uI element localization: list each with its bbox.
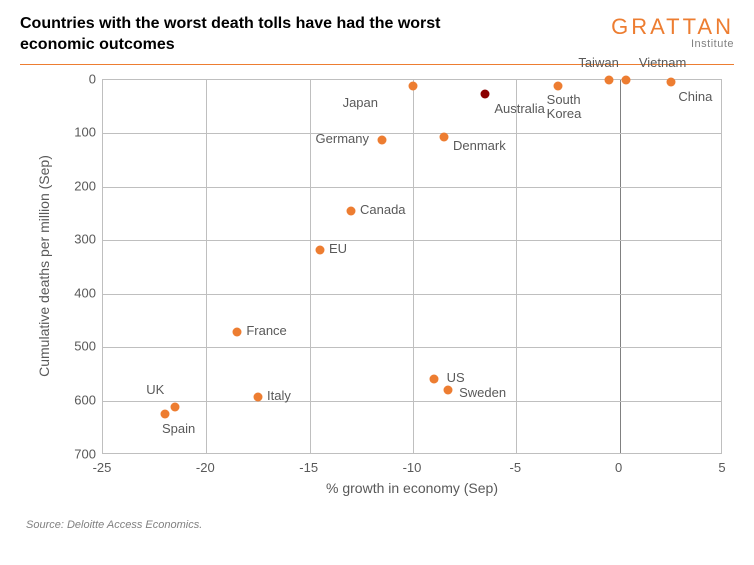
gridline-h [103, 187, 721, 188]
data-point [171, 403, 180, 412]
data-point [440, 133, 449, 142]
x-tick-label: 0 [615, 460, 622, 475]
x-tick-label: -25 [93, 460, 112, 475]
y-tick-label: 400 [66, 285, 96, 300]
x-tick-label: -5 [510, 460, 522, 475]
y-tick-label: 600 [66, 393, 96, 408]
data-point [429, 374, 438, 383]
source-note: Source: Deloitte Access Economics. [20, 519, 734, 531]
point-label: Italy [267, 388, 291, 403]
point-label: Sweden [459, 385, 506, 400]
gridline-h [103, 133, 721, 134]
data-point [378, 136, 387, 145]
point-label: Taiwan [578, 55, 618, 70]
gridline-h [103, 347, 721, 348]
point-label: China [678, 89, 712, 104]
gridline-v [516, 80, 517, 453]
gridline-h [103, 240, 721, 241]
data-point [667, 78, 676, 87]
point-label: US [447, 370, 465, 385]
chart-title: Countries with the worst death tolls hav… [20, 14, 480, 56]
chart-container: Countries with the worst death tolls hav… [0, 0, 754, 565]
point-label: EU [329, 241, 347, 256]
data-point [444, 386, 453, 395]
gridline-v [413, 80, 414, 453]
gridline-h [103, 294, 721, 295]
data-point [233, 328, 242, 337]
x-tick-label: -20 [196, 460, 215, 475]
point-label: Germany [316, 131, 369, 146]
data-point [409, 82, 418, 91]
plot-area [102, 79, 722, 454]
data-point [316, 245, 325, 254]
x-tick-label: 5 [718, 460, 725, 475]
zero-line [620, 80, 621, 453]
point-label: SouthKorea [547, 93, 582, 122]
gridline-v [206, 80, 207, 453]
header: Countries with the worst death tolls hav… [20, 14, 734, 64]
point-label: Spain [162, 421, 195, 436]
gridline-v [310, 80, 311, 453]
scatter-chart: -25-20-15-10-5050100200300400500600700% … [20, 71, 734, 511]
y-tick-label: 300 [66, 232, 96, 247]
data-point [605, 76, 614, 85]
data-point [161, 410, 170, 419]
x-tick-label: -10 [403, 460, 422, 475]
x-axis-title: % growth in economy (Sep) [326, 480, 498, 496]
point-label: France [246, 323, 286, 338]
grattan-logo: GRATTAN Institute [611, 14, 734, 50]
point-label: Denmark [453, 138, 506, 153]
data-point [481, 90, 490, 99]
point-label: Australia [494, 101, 545, 116]
y-tick-label: 700 [66, 446, 96, 461]
data-point [347, 206, 356, 215]
point-label: Vietnam [639, 55, 686, 70]
data-point [254, 392, 263, 401]
y-tick-label: 0 [66, 71, 96, 86]
point-label: UK [146, 382, 164, 397]
data-point [621, 76, 630, 85]
data-point [553, 82, 562, 91]
logo-main-text: GRATTAN [611, 14, 734, 40]
point-label: Canada [360, 202, 406, 217]
point-label: Japan [343, 95, 378, 110]
gridline-h [103, 401, 721, 402]
y-tick-label: 500 [66, 339, 96, 354]
header-divider [20, 64, 734, 65]
y-axis-title: Cumulative deaths per million (Sep) [36, 155, 52, 377]
y-tick-label: 100 [66, 125, 96, 140]
y-tick-label: 200 [66, 178, 96, 193]
x-tick-label: -15 [299, 460, 318, 475]
